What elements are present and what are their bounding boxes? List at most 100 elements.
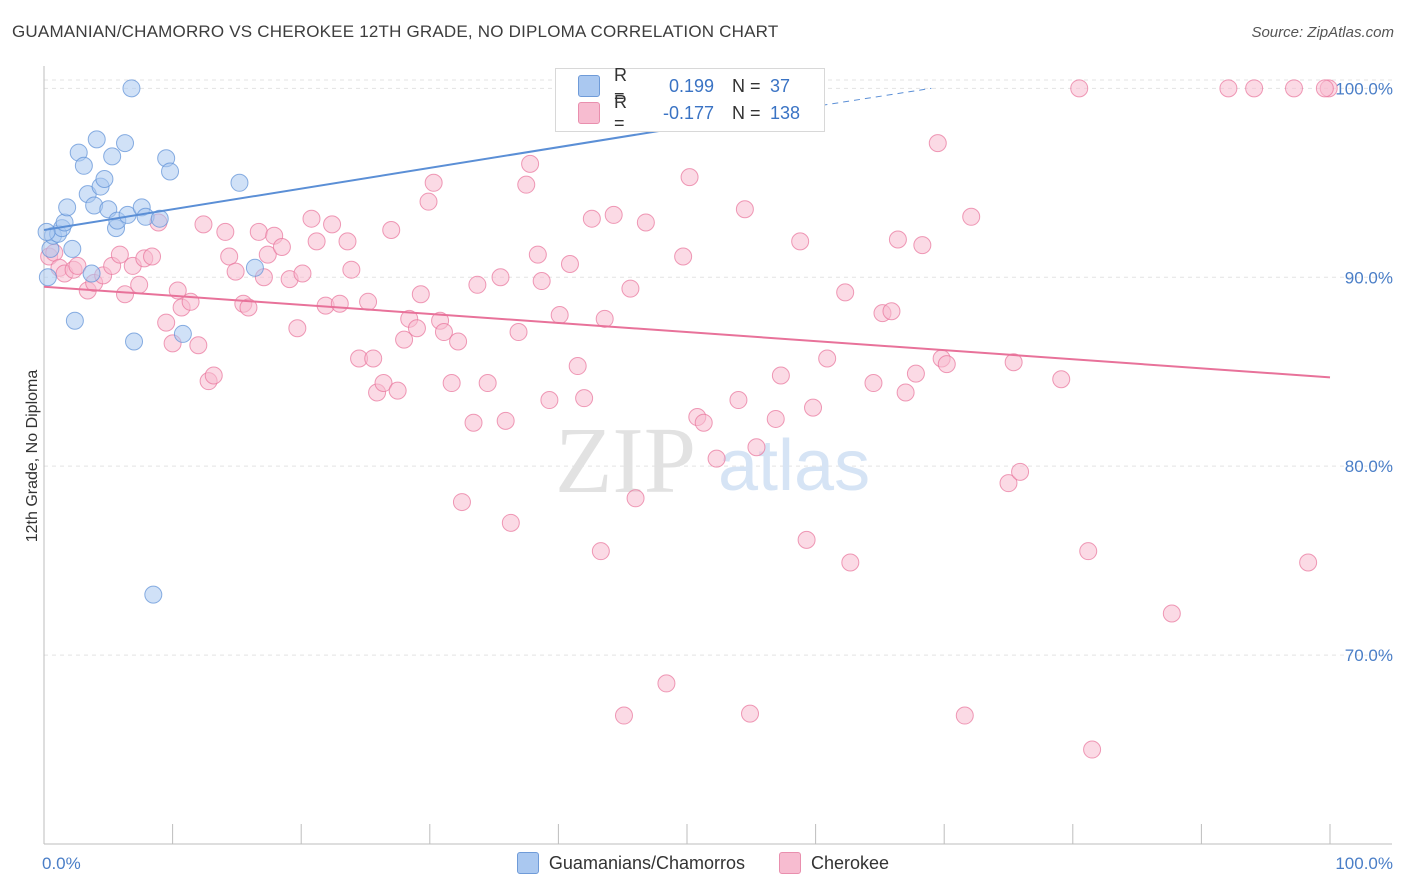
cherokee-point — [928, 134, 947, 153]
cherokee-point — [359, 292, 378, 311]
stats-r-label: R = — [614, 65, 627, 106]
cherokee-point — [419, 192, 438, 211]
cherokee-point — [1162, 604, 1181, 623]
legend-item-cherokee[interactable]: Cherokee — [779, 852, 889, 874]
cherokee-point — [434, 323, 453, 342]
cherokee-point — [1004, 353, 1023, 372]
cherokee-point — [540, 391, 559, 410]
cherokee-point — [896, 383, 915, 402]
guamanian-point — [116, 134, 135, 153]
y-tick-label: 70.0% — [1345, 646, 1393, 665]
cherokee-point — [560, 255, 579, 274]
cherokee-point — [216, 222, 235, 241]
cherokee-point — [626, 489, 645, 508]
cherokee-point — [550, 306, 569, 325]
cherokee-point — [937, 355, 956, 374]
cherokee-point — [509, 323, 528, 342]
cherokee-point — [962, 207, 981, 226]
cherokee-point — [791, 232, 810, 251]
stats-row-cherokee: R = -0.177 N = 138 — [578, 92, 801, 133]
legend-swatch-guamanian — [516, 852, 539, 874]
cherokee-point — [496, 411, 515, 430]
cherokee-point — [130, 275, 149, 294]
guamanian-point — [173, 324, 192, 343]
cherokee-point — [239, 298, 258, 317]
cherokee-point — [374, 374, 393, 393]
cherokee-point — [604, 205, 623, 224]
stats-n-value: 138 — [770, 102, 801, 123]
guamanian-point — [63, 239, 82, 258]
guamanian-point — [103, 147, 122, 166]
cherokee-point — [1070, 79, 1089, 98]
guamanian-point — [125, 332, 144, 351]
cherokee-point — [204, 366, 223, 385]
cherokee-point — [452, 493, 471, 512]
guamanian-point — [74, 156, 93, 175]
cherokee-point — [468, 275, 487, 294]
cherokee-point — [302, 209, 321, 228]
legend-swatch-cherokee — [779, 852, 802, 874]
cherokee-point — [272, 238, 291, 257]
cherokee-point — [442, 374, 461, 393]
guamanian-point — [144, 585, 163, 604]
legend-label-guamanian: Guamanians/Chamorros — [548, 852, 746, 873]
cherokee-point — [735, 200, 754, 219]
x-tick-label: 100.0% — [1335, 854, 1393, 873]
cherokee-trend-line — [43, 285, 1331, 379]
cherokee-point — [841, 553, 860, 572]
cherokee-point — [68, 256, 87, 275]
guamanian-point — [58, 198, 77, 217]
stats-r-label: R = — [614, 92, 627, 133]
chart-title: GUAMANIAN/CHAMORRO VS CHEROKEE 12TH GRAD… — [12, 22, 779, 41]
cherokee-point — [1299, 553, 1318, 572]
guamanian-point — [245, 258, 264, 277]
cherokee-point — [694, 413, 713, 432]
cherokee-point — [864, 374, 883, 393]
cherokee-point — [804, 398, 823, 417]
cherokee-point — [330, 294, 349, 313]
cherokee-point — [424, 173, 443, 192]
cherokee-point — [680, 168, 699, 187]
cherokee-point — [729, 391, 748, 410]
cherokee-point — [338, 232, 357, 251]
cherokee-point — [307, 232, 326, 251]
cherokee-point — [189, 336, 208, 355]
stats-swatch-guamanian — [578, 75, 600, 97]
cherokee-point — [382, 221, 401, 240]
guamanian-point — [150, 209, 169, 228]
cherokee-point — [411, 285, 430, 304]
guamanian-point — [122, 79, 141, 98]
guamanian-point — [65, 311, 84, 330]
cherokee-point — [1245, 79, 1264, 98]
cherokee-point — [491, 268, 510, 287]
y-axis-label: 12th Grade, No Diploma — [24, 370, 41, 543]
stats-box: R = 0.199 N = 37 R = -0.177 N = 138 — [555, 65, 825, 133]
cherokee-point — [771, 366, 790, 385]
stats-n-value: 37 — [770, 75, 791, 96]
guamanian-point — [87, 130, 106, 149]
cherokee-point — [288, 319, 307, 338]
cherokee-point — [591, 542, 610, 561]
cherokee-point — [478, 374, 497, 393]
cherokee-point — [258, 245, 277, 264]
cherokee-point — [388, 381, 407, 400]
stats-n-label: N = — [732, 75, 761, 96]
cherokee-point — [293, 264, 312, 283]
cherokee-point — [797, 530, 816, 549]
guamanian-point — [82, 264, 101, 283]
x-tick-labels: 0.0% 100.0% — [42, 854, 1393, 873]
cherokee-point — [836, 283, 855, 302]
cherokee-point — [595, 309, 614, 328]
cherokee-point — [157, 313, 176, 332]
cherokee-point — [1284, 79, 1303, 98]
cherokee-point — [614, 706, 633, 725]
cherokee-point — [707, 449, 726, 468]
cherokee-point — [1083, 740, 1102, 759]
cherokee-point — [249, 222, 268, 241]
cherokee-point — [636, 213, 655, 232]
stats-row-guamanian: R = 0.199 N = 37 — [578, 65, 791, 106]
legend-item-guamanian[interactable]: Guamanians/Chamorros — [516, 852, 746, 874]
y-tick-label: 80.0% — [1345, 457, 1393, 476]
cherokee-point — [168, 281, 187, 300]
